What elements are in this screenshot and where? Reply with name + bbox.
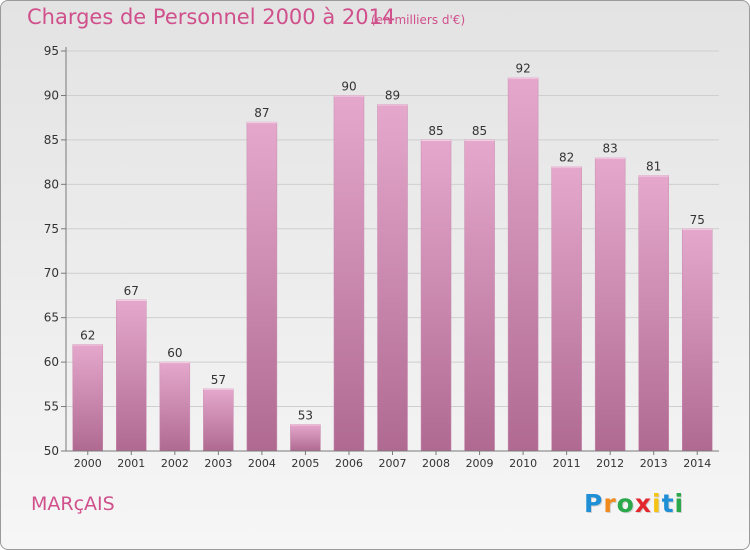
bar-value-label: 82 [559, 151, 574, 165]
bar-value-label: 57 [211, 373, 226, 387]
logo-letter: i [652, 489, 662, 518]
bar [638, 175, 669, 452]
x-tick-label: 2008 [422, 457, 450, 470]
x-tick-label: 2014 [683, 457, 711, 470]
bar-value-label: 83 [603, 142, 618, 156]
bar [159, 361, 191, 452]
x-tick-label: 2000 [74, 457, 102, 470]
bar [551, 166, 582, 452]
y-tick-label: 75 [44, 222, 59, 236]
bar [681, 228, 713, 452]
bar [464, 139, 495, 452]
logo-letter: r [603, 489, 617, 518]
x-tick-label: 2003 [204, 457, 232, 470]
bar-value-label: 53 [298, 408, 313, 422]
x-tick-label: 2002 [161, 457, 189, 470]
x-tick-label: 2013 [640, 457, 668, 470]
bar [72, 344, 104, 452]
bar [377, 104, 408, 452]
y-tick-label: 95 [44, 44, 59, 58]
chart-title: Charges de Personnel 2000 à 2014 [27, 5, 396, 29]
bar [203, 388, 234, 452]
y-tick-label: 55 [44, 400, 59, 414]
logo-letter: o [616, 489, 635, 518]
logo-letter: P [584, 489, 604, 518]
proxiti-logo: Proxiti [584, 489, 684, 518]
bars: 62 67 60 57 87 53 90 89 85 85 92 82 83 81 75 [72, 62, 713, 452]
bar [333, 95, 365, 452]
x-tick-label: 2011 [553, 457, 581, 470]
bar [420, 139, 452, 452]
bar-value-label: 67 [124, 284, 139, 298]
logo-letter: t [661, 489, 675, 518]
bar [116, 299, 147, 452]
y-tick-label: 65 [44, 311, 59, 325]
bar [507, 77, 539, 452]
bar-value-label: 90 [341, 79, 356, 93]
bar-value-label: 60 [167, 346, 182, 360]
x-tick-label: 2006 [335, 457, 363, 470]
x-tick-label: 2004 [248, 457, 276, 470]
y-tick-label: 50 [44, 444, 59, 458]
logo-letter: x [634, 489, 652, 518]
bar-value-label: 89 [385, 88, 400, 102]
bar-value-label: 87 [254, 106, 269, 120]
x-tick-label: 2010 [509, 457, 537, 470]
bar [594, 157, 626, 452]
x-tick-label: 2009 [466, 457, 494, 470]
y-tick-label: 60 [44, 355, 59, 369]
x-tick-label: 2005 [291, 457, 319, 470]
y-tick-label: 90 [44, 88, 59, 102]
bar [290, 424, 321, 452]
x-tick-label: 2012 [596, 457, 624, 470]
chart-subtitle: (en milliers d'€) [371, 13, 466, 27]
bar-value-label: 75 [690, 213, 705, 227]
y-tick-label: 70 [44, 266, 59, 280]
bar-value-label: 92 [515, 62, 530, 76]
y-tick-label: 80 [44, 177, 59, 191]
commune-name: MARçAIS [31, 493, 115, 515]
logo-letter: i [674, 489, 685, 518]
x-tick-label: 2001 [117, 457, 145, 470]
bar-value-label: 85 [472, 124, 487, 138]
bar [246, 121, 278, 452]
bar-value-label: 62 [80, 328, 95, 342]
bar-value-label: 85 [428, 124, 443, 138]
y-tick-label: 85 [44, 133, 59, 147]
x-tick-label: 2007 [379, 457, 407, 470]
bar-value-label: 81 [646, 159, 661, 173]
axes: 50 55 60 65 70 75 80 85 90 95 2000 2001 2002 2003 2004… [44, 44, 719, 470]
